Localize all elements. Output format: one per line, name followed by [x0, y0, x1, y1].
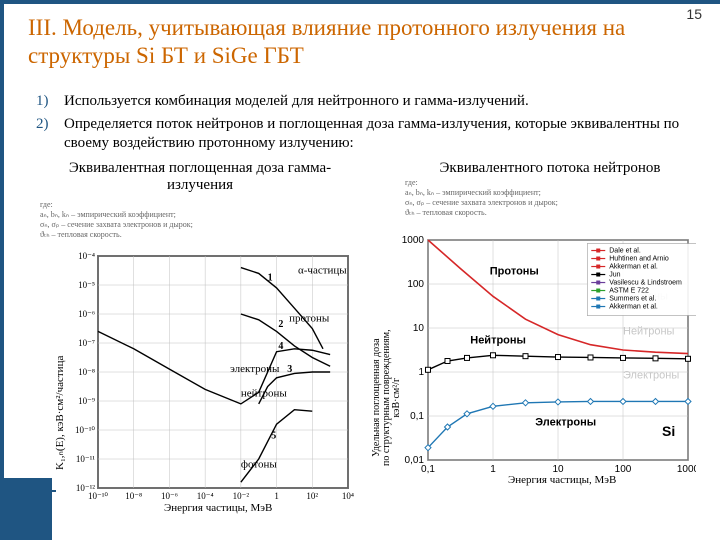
svg-text:Si: Si: [662, 423, 675, 439]
svg-text:10⁻⁸: 10⁻⁸: [125, 491, 142, 501]
svg-text:1: 1: [418, 367, 424, 378]
svg-text:Akkerman et al.: Akkerman et al.: [609, 264, 658, 271]
svg-text:Jun: Jun: [609, 272, 620, 279]
border-left: [0, 0, 4, 540]
svg-text:α-частицы: α-частицы: [298, 264, 347, 276]
chart-niel-svg: 0,111010010000,010,11101001000ПротоныНей…: [376, 230, 696, 490]
svg-text:10⁻¹⁰: 10⁻¹⁰: [75, 425, 95, 435]
subheading-gamma: Эквивалентная поглощенная доза гамма-изл…: [40, 160, 360, 194]
slide-title: III. Модель, учитывающая влияние протонн…: [28, 14, 693, 70]
svg-text:0,1: 0,1: [410, 411, 424, 422]
svg-text:0,01: 0,01: [405, 455, 425, 466]
list-text: Определяется поток нейтронов и поглощенн…: [64, 116, 679, 151]
svg-text:Нейтроны: Нейтроны: [623, 326, 675, 338]
svg-text:Vasilescu & Lindstroem: Vasilescu & Lindstroem: [609, 280, 682, 287]
list-text: Используется комбинация моделей для нейт…: [64, 93, 529, 109]
svg-text:10: 10: [413, 323, 425, 334]
chart-niel: 0,111010010000,010,11101001000ПротоныНей…: [376, 230, 696, 490]
svg-text:1000: 1000: [402, 235, 425, 246]
svg-text:10⁻¹²: 10⁻¹²: [76, 483, 95, 493]
chart1-ylabel: K₁,ₙ(E), кэВ·см²/частица: [53, 356, 66, 470]
svg-text:Huhtinen and Arnio: Huhtinen and Arnio: [609, 256, 669, 263]
legend-text-neutron: где:aₙ, bₙ, kₙ – эмпирический коэффициен…: [405, 178, 685, 218]
svg-text:Нейтроны: Нейтроны: [470, 334, 526, 346]
svg-text:Dale et al.: Dale et al.: [609, 248, 641, 255]
svg-text:10⁻⁶: 10⁻⁶: [161, 491, 178, 501]
svg-text:10²: 10²: [306, 491, 318, 501]
chart-k1n-svg: 10⁻¹⁰ 10⁻⁸ 10⁻⁶ 10⁻⁴ 10⁻² 1 10² 10⁴ 10⁻¹² 10⁻¹¹ 10…: [56, 248, 356, 516]
svg-text:Akkerman et al.: Akkerman et al.: [609, 304, 658, 311]
svg-text:2: 2: [278, 319, 283, 330]
legend-text-gamma: где:aₙ, bₙ, kₙ – эмпирический коэффициен…: [40, 200, 320, 240]
svg-text:нейтроны: нейтроны: [241, 388, 287, 400]
svg-text:10⁻⁷: 10⁻⁷: [78, 338, 95, 348]
svg-text:5: 5: [271, 431, 276, 442]
svg-text:4: 4: [278, 341, 283, 352]
slide: { "pageno": "15", "title": "III. Модель,…: [0, 0, 720, 540]
svg-text:1: 1: [268, 273, 273, 284]
svg-text:100: 100: [407, 279, 424, 290]
svg-text:100: 100: [615, 464, 632, 475]
chart1-xlabel: Энергия частицы, МэВ: [164, 502, 272, 514]
list-item: 1) Используется комбинация моделей для н…: [36, 92, 696, 111]
svg-text:1: 1: [274, 491, 279, 501]
svg-text:10⁻⁹: 10⁻⁹: [78, 396, 95, 406]
svg-text:ASTM E 722: ASTM E 722: [609, 288, 649, 295]
corner-field: [0, 478, 52, 540]
svg-text:10⁻⁸: 10⁻⁸: [78, 367, 95, 377]
bullet-list: 1) Используется комбинация моделей для н…: [36, 92, 696, 157]
svg-text:1000: 1000: [677, 464, 696, 475]
list-marker: 2): [36, 115, 49, 134]
svg-text:10⁻¹¹: 10⁻¹¹: [76, 454, 95, 464]
svg-text:Summers et al.: Summers et al.: [609, 296, 656, 303]
svg-text:10⁻⁶: 10⁻⁶: [78, 309, 95, 319]
svg-text:Протоны: Протоны: [490, 265, 539, 277]
chart2-ylabel: Удельная поглощенная дозапо структурным …: [372, 329, 402, 466]
svg-text:3: 3: [287, 364, 292, 375]
subheading-neutron: Эквивалентного потока нейтронов: [400, 160, 700, 177]
list-item: 2) Определяется поток нейтронов и поглощ…: [36, 115, 696, 153]
svg-text:электроны: электроны: [230, 363, 280, 375]
chart2-xlabel: Энергия частицы, МэВ: [508, 474, 616, 486]
svg-text:1: 1: [490, 464, 496, 475]
list-marker: 1): [36, 92, 49, 111]
svg-text:10⁴: 10⁴: [342, 491, 354, 501]
svg-text:10⁻⁵: 10⁻⁵: [78, 280, 95, 290]
svg-text:протоны: протоны: [289, 312, 330, 324]
svg-text:фотоны: фотоны: [241, 459, 278, 471]
svg-text:10⁻⁴: 10⁻⁴: [197, 491, 214, 501]
chart-k1n: 10⁻¹⁰ 10⁻⁸ 10⁻⁶ 10⁻⁴ 10⁻² 1 10² 10⁴ 10⁻¹² 10⁻¹¹ 10…: [56, 248, 356, 516]
border-top: [0, 0, 720, 4]
svg-text:Электроны: Электроны: [623, 370, 679, 382]
svg-text:Электроны: Электроны: [535, 417, 596, 429]
svg-text:10⁻²: 10⁻²: [233, 491, 250, 501]
svg-text:10⁻⁴: 10⁻⁴: [78, 251, 95, 261]
